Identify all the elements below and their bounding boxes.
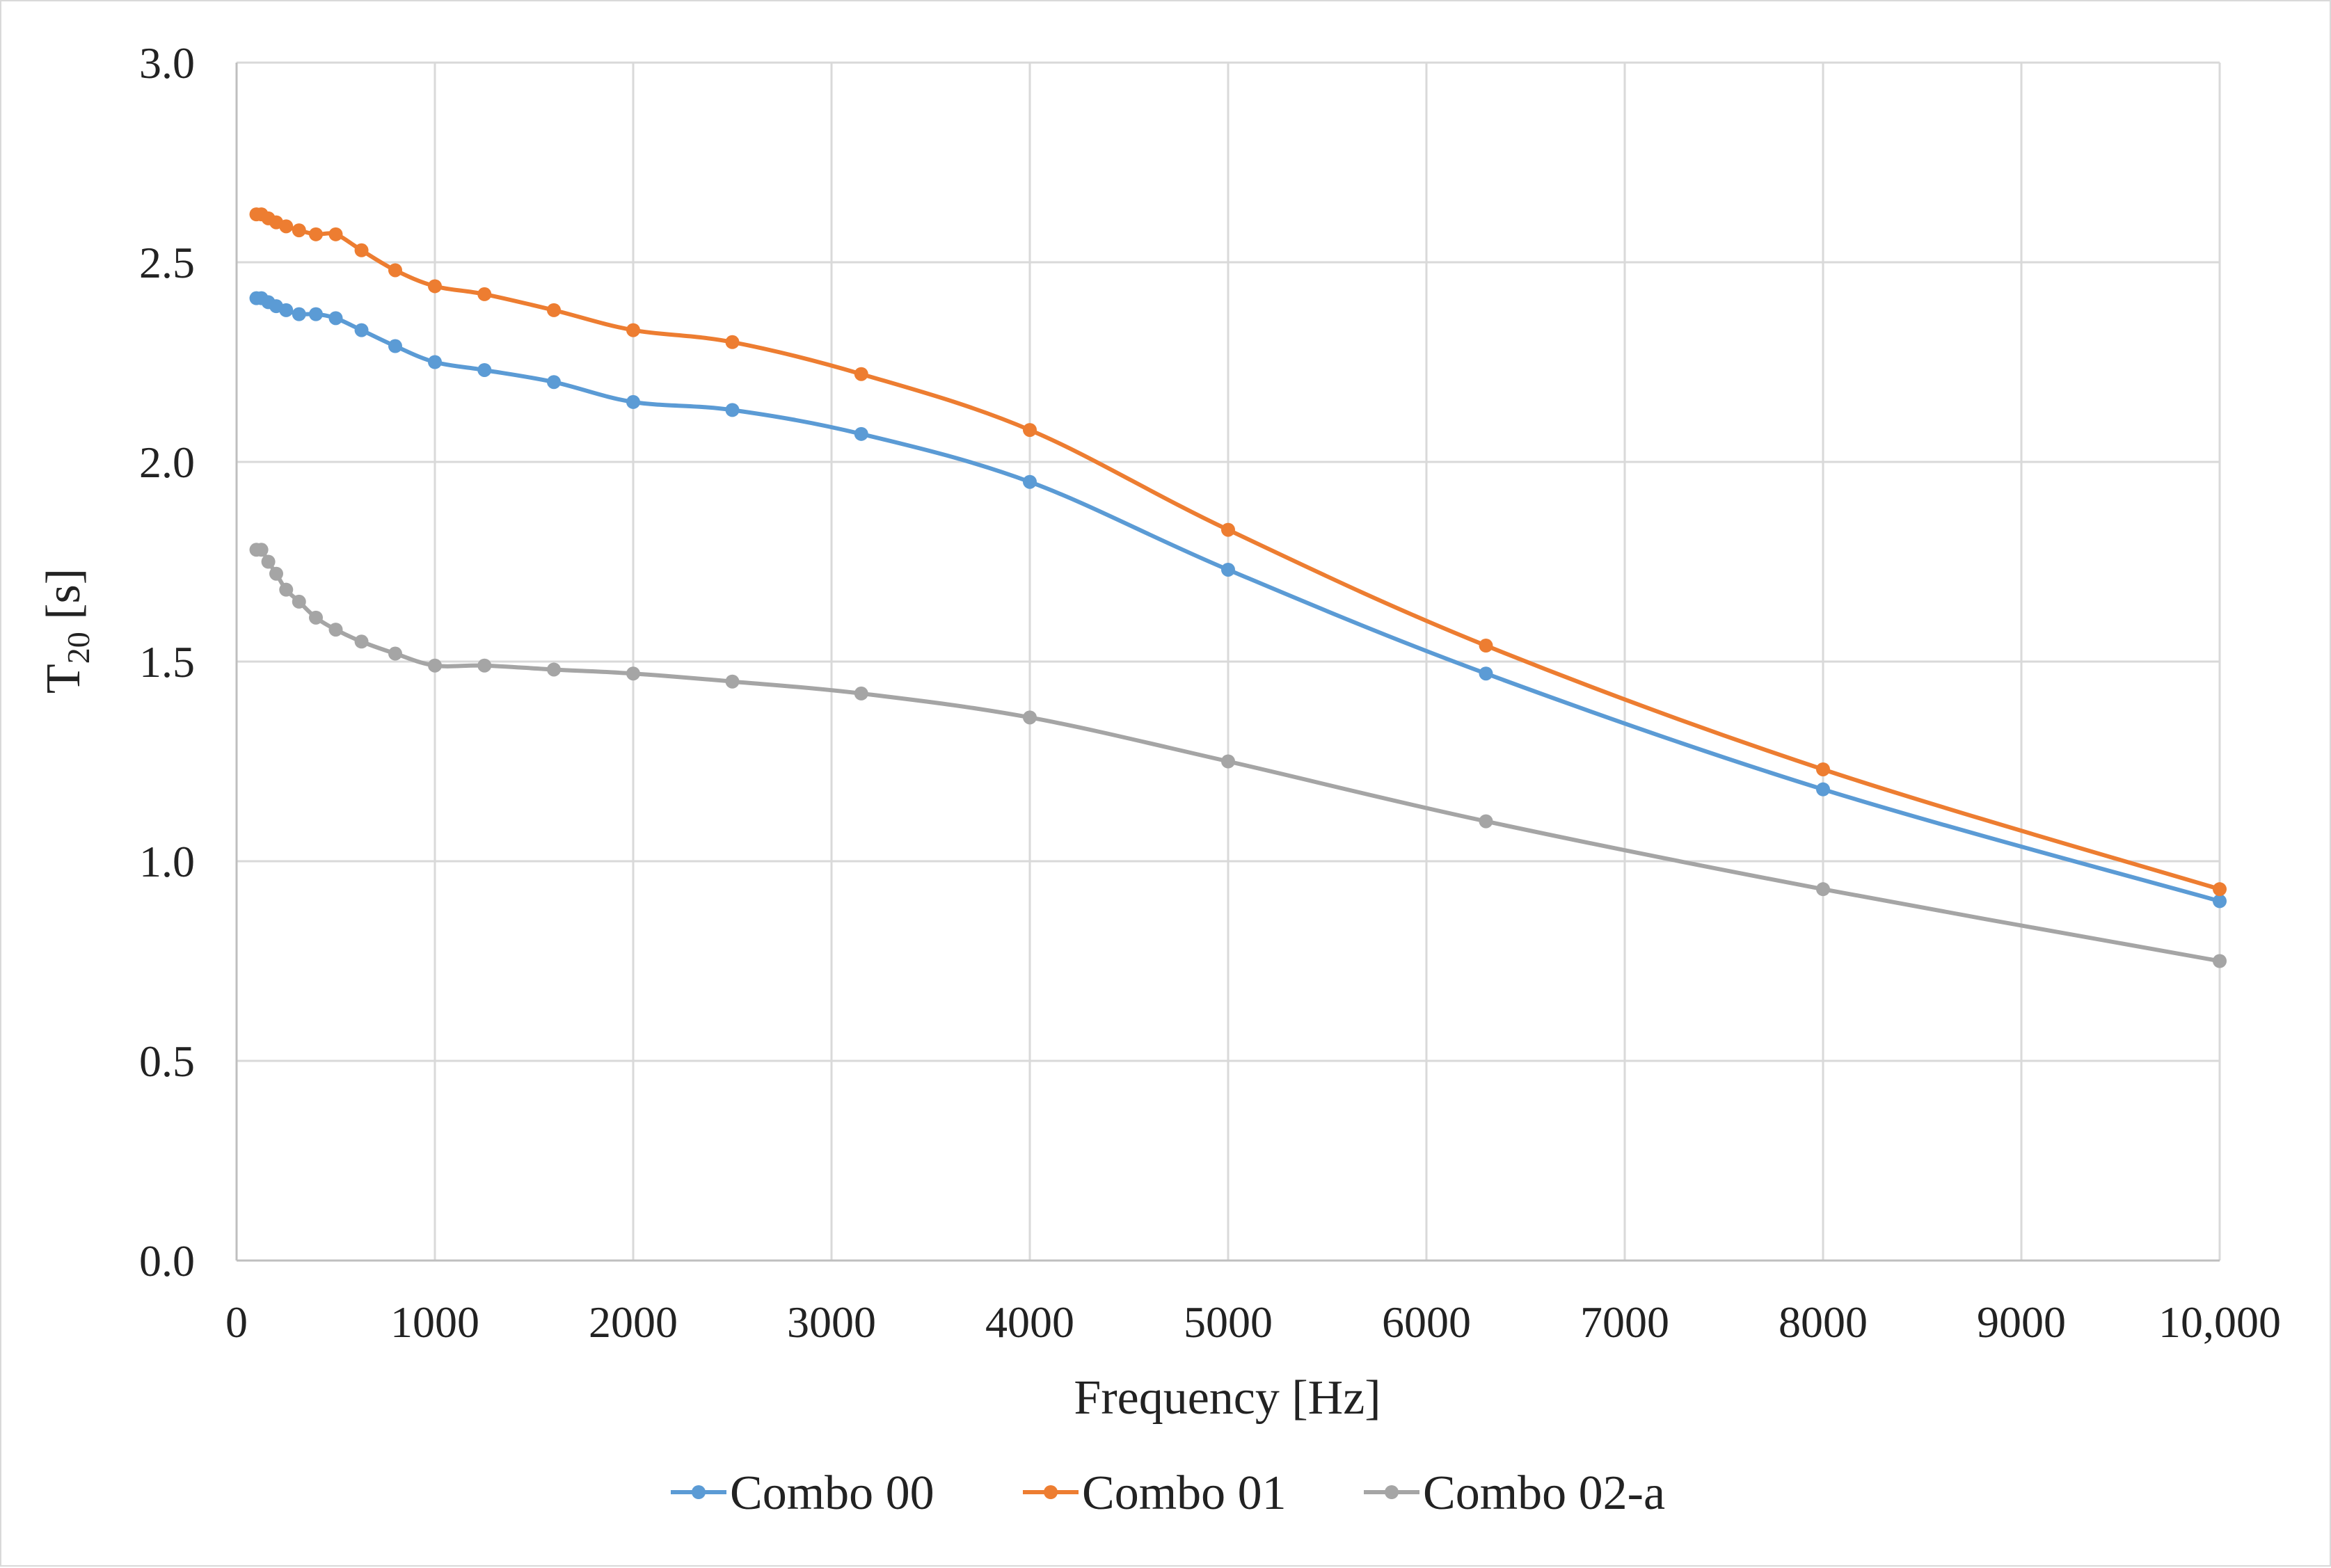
data-point [309, 227, 323, 241]
data-point [477, 287, 492, 301]
data-point [388, 263, 402, 278]
data-point [292, 594, 306, 609]
legend-swatch-marker [1044, 1485, 1058, 1499]
data-point [328, 311, 343, 326]
series-layer [249, 207, 2227, 968]
data-point [1023, 423, 1037, 438]
data-point [388, 646, 402, 661]
y-tick-label: 1.0 [139, 837, 195, 886]
legend-label: Combo 00 [730, 1466, 934, 1520]
data-point [854, 686, 868, 701]
data-point [328, 227, 343, 241]
legend-label: Combo 02-a [1423, 1466, 1665, 1520]
legend-label: Combo 01 [1082, 1466, 1287, 1520]
legend-swatch-marker [692, 1485, 706, 1499]
x-tick-label: 10,000 [2158, 1297, 2281, 1347]
y-tick-label: 2.0 [139, 438, 195, 487]
data-point [309, 610, 323, 625]
data-point [2213, 882, 2227, 897]
data-point [1479, 666, 1493, 681]
series-combo-02-a [249, 543, 2227, 968]
data-point [354, 243, 369, 257]
x-axis-title: Frequency [Hz] [1074, 1371, 1381, 1425]
data-point [328, 623, 343, 637]
data-point [292, 307, 306, 321]
x-tick-label: 9000 [1977, 1297, 2066, 1347]
data-point [547, 375, 561, 390]
axis-layer [235, 63, 2220, 1262]
y-tick-label: 0.5 [139, 1037, 195, 1086]
data-point [269, 566, 283, 581]
data-point [1479, 814, 1493, 829]
legend-swatch-marker [1385, 1485, 1399, 1499]
data-point [388, 339, 402, 353]
x-tick-label: 6000 [1382, 1297, 1471, 1347]
tick-layer: 0.0 0.5 1.0 1.5 2.0 2.5 3.0 0 1000 2000 3000 4000 50… [139, 38, 2281, 1347]
y-tick-label: 1.5 [139, 637, 195, 687]
x-tick-label: 8000 [1779, 1297, 1868, 1347]
x-tick-label: 7000 [1580, 1297, 1669, 1347]
data-point [725, 335, 740, 349]
data-point [254, 543, 269, 557]
data-point [854, 367, 868, 381]
data-point [626, 394, 640, 409]
data-point [725, 674, 740, 689]
y-tick-label: 3.0 [139, 38, 195, 88]
x-tick-label: 1000 [390, 1297, 479, 1347]
data-point [1221, 754, 1235, 769]
data-point [1221, 562, 1235, 577]
legend: Combo 00 Combo 01 Combo 02-a [671, 1466, 1665, 1520]
data-point [354, 634, 369, 649]
series-combo-01 [249, 207, 2227, 897]
data-point [547, 662, 561, 677]
data-point [1816, 762, 1830, 776]
y-axis-title-rest: [s] [37, 568, 90, 632]
y-axis-title: T20 [s] [37, 568, 96, 694]
data-point [354, 323, 369, 337]
data-point [279, 219, 294, 234]
y-axis-title-subscript: 20 [61, 632, 96, 664]
data-point [292, 223, 306, 238]
data-point [1479, 639, 1493, 653]
data-point [428, 279, 442, 294]
series-line-combo-02-a [255, 547, 2220, 963]
x-tick-label: 0 [225, 1297, 248, 1347]
data-point [1816, 882, 1830, 897]
data-point [626, 666, 640, 681]
x-tick-label: 4000 [985, 1297, 1074, 1347]
data-point [1221, 522, 1235, 537]
data-point [279, 582, 294, 597]
data-point [1023, 474, 1037, 489]
series-combo-00 [249, 291, 2227, 909]
data-point [1816, 782, 1830, 797]
data-point [261, 554, 276, 569]
data-point [428, 658, 442, 673]
x-tick-label: 5000 [1184, 1297, 1273, 1347]
data-point [477, 362, 492, 377]
legend-item-combo-00: Combo 00 [671, 1466, 934, 1520]
y-axis-title-main: T [37, 664, 90, 694]
data-point [626, 323, 640, 337]
data-point [547, 303, 561, 317]
data-point [2213, 894, 2227, 909]
legend-item-combo-02-a: Combo 02-a [1364, 1466, 1665, 1520]
data-point [854, 426, 868, 441]
data-point [309, 307, 323, 321]
grid-layer [237, 61, 2221, 1261]
legend-item-combo-01: Combo 01 [1023, 1466, 1287, 1520]
y-tick-label: 0.0 [139, 1236, 195, 1286]
data-point [279, 303, 294, 317]
x-tick-label: 3000 [787, 1297, 876, 1347]
x-tick-label: 2000 [589, 1297, 678, 1347]
data-point [1023, 710, 1037, 725]
data-point [428, 355, 442, 369]
data-point [725, 403, 740, 417]
series-line-combo-00 [256, 296, 2220, 904]
data-point [477, 658, 492, 673]
y-tick-label: 2.5 [139, 238, 195, 287]
data-point [2213, 954, 2227, 968]
